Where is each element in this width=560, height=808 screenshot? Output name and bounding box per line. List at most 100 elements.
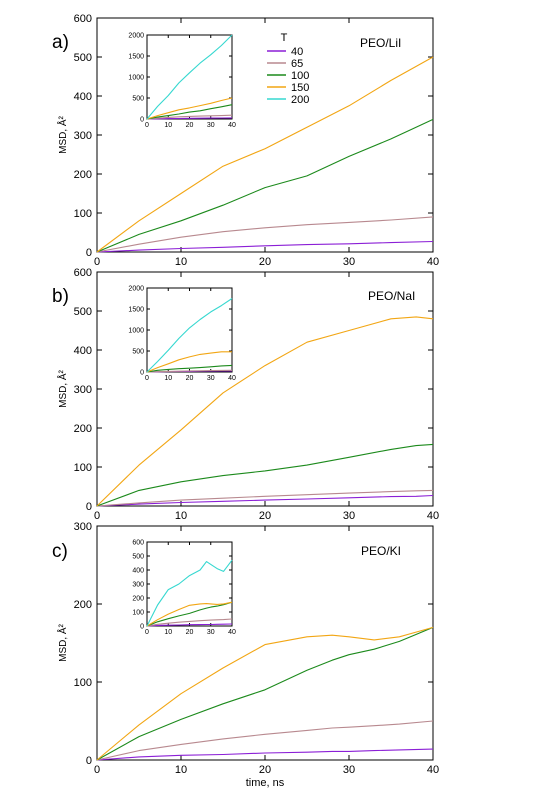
panel-b-inset-series-200: [146, 298, 233, 373]
panel-b-y-tick-label: 300: [74, 384, 92, 396]
panel-c-inset-y-tick-label: 500: [132, 554, 144, 561]
panel-a-y-axis-label: MSD, Å²: [56, 115, 69, 153]
panel-c-inset-series-65: [146, 618, 233, 627]
panel-b-y-tick-label: 200: [74, 423, 92, 435]
panel-b-inset-y-tick-label: 1000: [128, 328, 144, 335]
panel-a-inset-y-tick-label: 1000: [128, 75, 144, 82]
panel-a-y-tick-label: 100: [74, 208, 92, 220]
panel-c-inset-y-tick-label: 300: [132, 582, 144, 589]
panel-a-inset-x-tick-label: 40: [228, 122, 236, 129]
legend-label-40: 40: [291, 46, 303, 58]
panel-c-series-40: [96, 748, 434, 761]
panel-a-inset-x-tick-label: 0: [145, 122, 149, 129]
panel-a-inset-series-40: [146, 117, 233, 120]
panel-b-x-tick-label: 0: [94, 510, 100, 522]
panel-a-label: a): [52, 32, 69, 53]
panel-a-y-tick-label: 0: [86, 247, 92, 259]
legend-title: T: [281, 32, 288, 44]
panel-b-inset-series-150: [146, 351, 232, 373]
panel-a-x-tick-label: 20: [259, 256, 271, 268]
legend-label-200: 200: [291, 94, 309, 106]
panel-b-x-tick-label: 40: [427, 510, 439, 522]
panel-c-x-tick-label: 20: [259, 764, 271, 776]
panel-c-y-tick-label: 200: [74, 599, 92, 611]
panel-b-inset-y-tick-label: 0: [140, 370, 144, 377]
panel-b-inset-x-tick-label: 30: [207, 375, 215, 382]
panel-b-x-tick-label: 10: [175, 510, 187, 522]
panel-c-inset-y-tick-label: 0: [140, 624, 144, 631]
panel-a-inset-series-200: [146, 34, 233, 120]
panel-a-y-tick-label: 200: [74, 169, 92, 181]
panel-b-inset-y-tick-label: 2000: [128, 286, 144, 293]
panel-c-inset-y-tick-label: 200: [132, 596, 144, 603]
panel-c-inset-series-150: [146, 601, 233, 627]
panel-b-inset: 0 10 20 30 40 0 500 1000 1500 2000: [128, 286, 236, 383]
panel-c-y-tick-label: 300: [74, 521, 92, 533]
panel-b-series-150: [96, 316, 434, 507]
legend-label-100: 100: [291, 70, 309, 82]
panel-b-inset-series-65: [146, 369, 233, 373]
panel-c-inset-y-tick-label: 100: [132, 610, 144, 617]
panel-a-inset-y-tick-label: 500: [132, 96, 144, 103]
panel-c-inset-y-tick-label: 400: [132, 568, 144, 575]
panel-c-y-tick-label: 100: [74, 677, 92, 689]
panel-c-x-tick-label: 40: [427, 764, 439, 776]
panel-c-inset-x-tick-label: 40: [228, 629, 236, 636]
legend-label-150: 150: [291, 82, 309, 94]
panel-a-series-150: [96, 56, 434, 253]
panel-c-x-axis-label: time, ns: [246, 777, 285, 789]
panel-b-inset-y-tick-label: 1500: [128, 307, 144, 314]
panel-a-inset-series-100: [146, 104, 233, 120]
panel-a-series-100: [96, 118, 434, 253]
panel-a-inset-series-150: [146, 97, 233, 120]
panel-b-series-100: [96, 443, 434, 507]
panel-a-y-tick-label: 300: [74, 130, 92, 142]
panel-c-series-100: [96, 626, 434, 761]
panel-c-x-tick-label: 10: [175, 764, 187, 776]
panel-b-series-40: [96, 494, 434, 507]
panel-c-inset-x-tick-label: 10: [164, 629, 172, 636]
panel-a-y-tick-label: 600: [74, 13, 92, 25]
panel-c-inset-series-100: [146, 601, 233, 627]
panel-b-y-axis-label: MSD, Å²: [56, 369, 69, 407]
panel-a-x-tick-label: 30: [343, 256, 355, 268]
panel-a-series-65: [96, 216, 434, 253]
panel-b-x-tick-label: 20: [259, 510, 271, 522]
panel-b-y-tick-label: 500: [74, 306, 92, 318]
panel-b-y-tick-label: 0: [86, 501, 92, 513]
panel-b-inset-x-tick-label: 10: [164, 375, 172, 382]
panel-c-inset-x-tick-label: 0: [145, 629, 149, 636]
panel-b-inset-x-tick-label: 20: [186, 375, 194, 382]
panel-c-inset-x-tick-label: 20: [186, 629, 194, 636]
panel-a-y-tick-label: 500: [74, 52, 92, 64]
panel-b-x-tick-label: 30: [343, 510, 355, 522]
panel-a-series-40: [96, 240, 434, 253]
panel-b-inset-x-tick-label: 0: [145, 375, 149, 382]
panel-b-y-tick-label: 400: [74, 345, 92, 357]
panel-a-inset-y-tick-label: 1500: [128, 54, 144, 61]
panel-c-inset-y-tick-label: 600: [132, 540, 144, 547]
panel-b-series-65: [96, 489, 434, 507]
panel-a-x-tick-label: 10: [175, 256, 187, 268]
panel-a-compound-title: PEO/LiI: [360, 36, 401, 50]
panel-a-inset-x-tick-label: 30: [207, 122, 215, 129]
panel-c-y-tick-label: 0: [86, 755, 92, 767]
panel-c-inset-x-tick-label: 30: [207, 629, 215, 636]
panel-a-x-tick-label: 0: [94, 256, 100, 268]
panel-c-inset-background: [147, 542, 232, 626]
panel-c-x-tick-label: 30: [343, 764, 355, 776]
panel-a-inset-y-tick-label: 2000: [128, 33, 144, 40]
panel-c-inset-series-40: [146, 623, 233, 627]
panel-b-y-tick-label: 600: [74, 267, 92, 279]
panel-c-series-150: [96, 626, 434, 761]
panel-b-compound-title: PEO/NaI: [368, 289, 415, 303]
panel-c-x-tick-label: 0: [94, 764, 100, 776]
panel-b-label: b): [52, 286, 69, 307]
panel-a-inset: 0 10 20 30 40 0 500 1000 1500 2000: [128, 33, 236, 130]
